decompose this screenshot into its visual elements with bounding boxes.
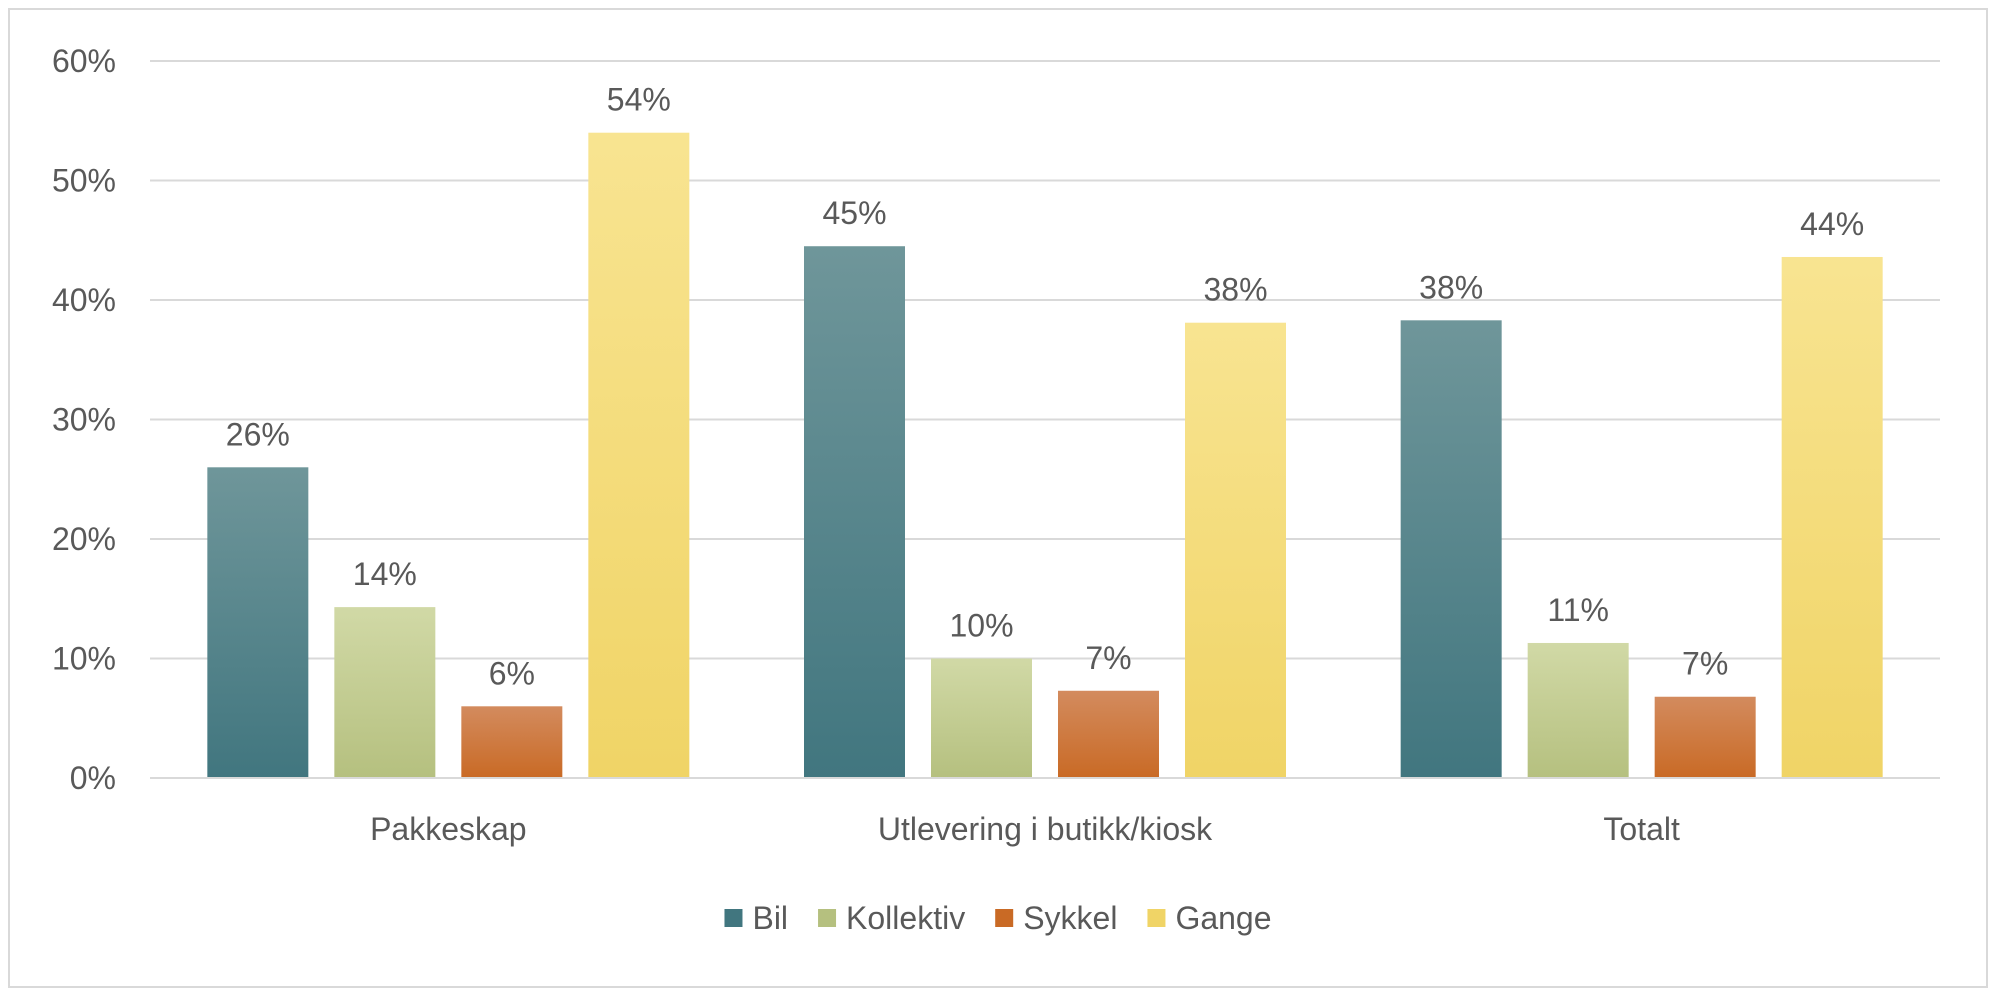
data-label: 38% [1203, 272, 1267, 308]
bar-bil-2 [1400, 320, 1502, 778]
bar-kollektiv-1 [931, 658, 1032, 778]
bar-gange-2 [1781, 256, 1883, 778]
bar-bil-1 [804, 246, 905, 779]
legend-label: Kollektiv [846, 900, 965, 936]
gridlines [150, 60, 1940, 779]
x-category-label: Utlevering i butikk/kiosk [878, 811, 1213, 847]
y-tick-label: 20% [52, 521, 116, 557]
data-label: 26% [226, 416, 290, 452]
data-label: 14% [353, 556, 417, 592]
y-tick-label: 10% [52, 641, 116, 677]
legend-item-sykkel: Sykkel [995, 900, 1117, 936]
bar-kollektiv-0 [334, 607, 436, 778]
bar-chart: 0% 10% 20% 30% 40% 50% 60% 26% 14% 6% 54% 45% 10% 7%… [52, 43, 1940, 936]
legend-swatch [818, 909, 837, 927]
y-axis-tick-labels: 0% 10% 20% 30% 40% 50% 60% [52, 43, 116, 796]
x-axis: Pakkeskap Utlevering i butikk/kiosk Totalt [150, 777, 1940, 847]
legend-item-kollektiv: Kollektiv [818, 900, 965, 936]
legend-label: Bil [752, 900, 788, 936]
legend-label: Gange [1175, 900, 1271, 936]
data-label: 10% [949, 608, 1013, 644]
legend-item-bil: Bil [724, 900, 788, 936]
data-label: 6% [489, 655, 535, 691]
bar-gange-1 [1185, 322, 1286, 778]
data-label: 44% [1800, 206, 1864, 242]
bar-bil-0 [207, 467, 309, 778]
chart-frame: 0% 10% 20% 30% 40% 50% 60% 26% 14% 6% 54% 45% 10% 7%… [8, 8, 1988, 988]
bars [207, 132, 1883, 779]
y-tick-label: 30% [52, 402, 116, 438]
data-label: 54% [607, 82, 671, 118]
legend-swatch [724, 909, 743, 927]
data-label: 45% [822, 195, 886, 231]
data-labels: 26% 14% 6% 54% 45% 10% 7% 38% 38% 11% 7% 44% [226, 82, 1864, 692]
data-label: 7% [1085, 640, 1131, 676]
y-tick-label: 60% [52, 43, 116, 79]
legend: Bil Kollektiv Sykkel Gange [724, 900, 1272, 936]
data-label: 11% [1547, 592, 1609, 628]
y-tick-label: 50% [52, 163, 116, 199]
legend-swatch [1147, 909, 1166, 927]
y-tick-label: 0% [70, 760, 116, 796]
data-label: 38% [1419, 269, 1483, 305]
x-category-label: Pakkeskap [370, 811, 527, 847]
bar-sykkel-2 [1654, 696, 1756, 778]
bar-sykkel-0 [461, 706, 563, 778]
legend-item-gange: Gange [1147, 900, 1272, 936]
y-tick-label: 40% [52, 282, 116, 318]
x-category-label: Totalt [1603, 811, 1680, 847]
legend-label: Sykkel [1023, 900, 1117, 936]
legend-swatch [995, 909, 1014, 927]
data-label: 7% [1682, 646, 1728, 682]
bar-kollektiv-2 [1527, 642, 1629, 778]
bar-sykkel-1 [1058, 690, 1159, 778]
bar-gange-0 [588, 132, 690, 778]
